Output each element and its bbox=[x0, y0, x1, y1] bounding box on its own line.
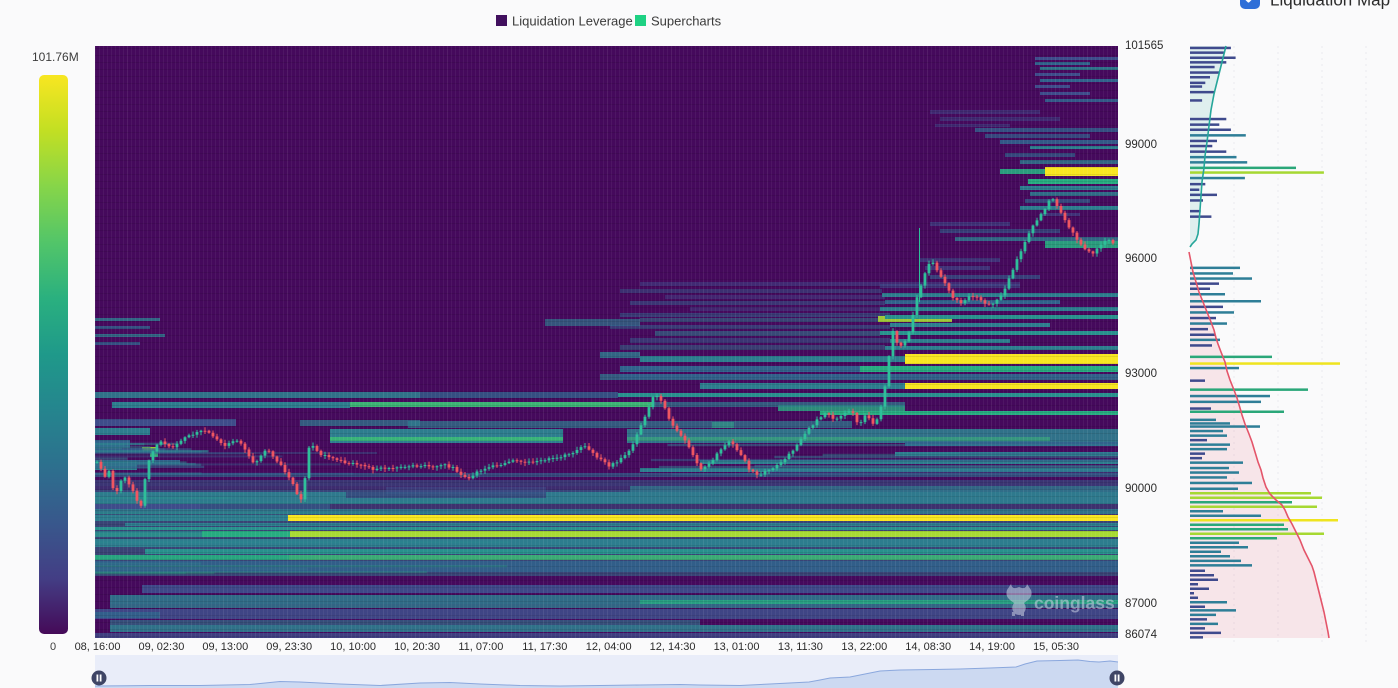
svg-text:14, 08:30: 14, 08:30 bbox=[905, 641, 951, 653]
svg-text:09, 23:30: 09, 23:30 bbox=[266, 641, 312, 653]
svg-text:10, 10:00: 10, 10:00 bbox=[330, 641, 376, 653]
svg-text:10, 20:30: 10, 20:30 bbox=[394, 641, 440, 653]
svg-text:14, 19:00: 14, 19:00 bbox=[969, 641, 1015, 653]
svg-text:09, 02:30: 09, 02:30 bbox=[138, 641, 184, 653]
svg-text:coinglass: coinglass bbox=[1034, 593, 1115, 613]
svg-text:87000: 87000 bbox=[1125, 598, 1157, 610]
svg-text:09, 13:00: 09, 13:00 bbox=[202, 641, 248, 653]
svg-text:Liquidation Map: Liquidation Map bbox=[1270, 0, 1390, 10]
svg-text:99000: 99000 bbox=[1125, 139, 1157, 151]
svg-text:96000: 96000 bbox=[1125, 253, 1157, 265]
svg-text:13, 01:00: 13, 01:00 bbox=[714, 641, 760, 653]
svg-text:0: 0 bbox=[50, 641, 56, 653]
svg-text:13, 22:00: 13, 22:00 bbox=[841, 641, 887, 653]
svg-text:12, 04:00: 12, 04:00 bbox=[586, 641, 632, 653]
svg-text:08, 16:00: 08, 16:00 bbox=[75, 641, 121, 653]
svg-text:12, 14:30: 12, 14:30 bbox=[650, 641, 696, 653]
svg-text:15, 05:30: 15, 05:30 bbox=[1033, 641, 1079, 653]
svg-text:101565: 101565 bbox=[1125, 40, 1163, 52]
svg-text:93000: 93000 bbox=[1125, 368, 1157, 380]
svg-text:90000: 90000 bbox=[1125, 483, 1157, 495]
svg-text:86074: 86074 bbox=[1125, 629, 1158, 641]
svg-text:11, 17:30: 11, 17:30 bbox=[522, 641, 567, 653]
svg-text:11, 07:00: 11, 07:00 bbox=[458, 641, 503, 653]
svg-text:Supercharts: Supercharts bbox=[651, 14, 722, 29]
svg-text:101.76M: 101.76M bbox=[32, 50, 79, 64]
svg-text:Liquidation Leverage: Liquidation Leverage bbox=[512, 14, 633, 29]
svg-text:13, 11:30: 13, 11:30 bbox=[778, 641, 823, 653]
